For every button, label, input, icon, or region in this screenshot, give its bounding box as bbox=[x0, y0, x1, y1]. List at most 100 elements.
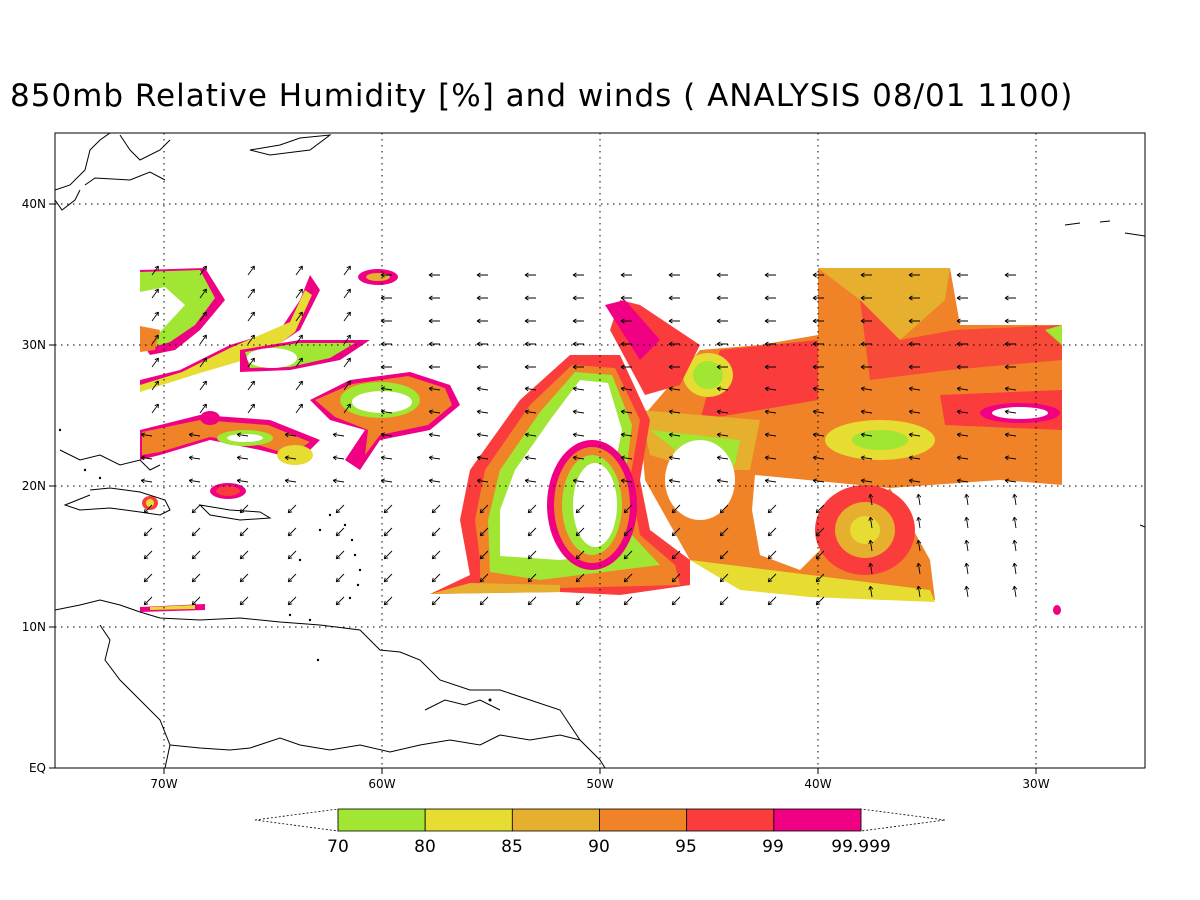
wind-arrow bbox=[380, 455, 393, 461]
colorbar-swatch bbox=[773, 808, 862, 832]
wind-arrow bbox=[476, 455, 489, 461]
wind-arrow bbox=[431, 573, 441, 583]
wind-arrow bbox=[1004, 432, 1017, 438]
wind-arrow bbox=[868, 585, 874, 598]
wind-arrow bbox=[671, 550, 681, 560]
wind-arrow bbox=[860, 364, 872, 370]
wind-arrow bbox=[575, 550, 585, 560]
wind-arrow bbox=[764, 318, 776, 324]
wind-arrow bbox=[343, 380, 351, 391]
x-tick-label: 40W bbox=[804, 777, 831, 791]
wind-arrow bbox=[247, 357, 255, 368]
wind-arrow bbox=[380, 295, 392, 301]
y-tick-label: EQ bbox=[29, 761, 46, 775]
wind-arrow bbox=[764, 272, 776, 278]
humidity-region-west bbox=[140, 268, 1061, 615]
wind-arrow bbox=[812, 432, 825, 438]
wind-arrow bbox=[247, 334, 255, 345]
wind-arrow bbox=[815, 550, 825, 560]
wind-arrow bbox=[247, 380, 255, 391]
wind-arrow bbox=[916, 562, 922, 575]
wind-arrow bbox=[916, 493, 922, 506]
wind-arrow bbox=[956, 364, 968, 370]
humidity-region-central bbox=[430, 355, 735, 595]
wind-arrow bbox=[143, 550, 153, 560]
wind-arrow bbox=[287, 504, 297, 514]
wind-arrow bbox=[199, 334, 207, 345]
wind-arrow bbox=[335, 504, 345, 514]
wind-arrow bbox=[151, 357, 159, 368]
colorbar-label: 99.999 bbox=[831, 837, 890, 857]
wind-arrow bbox=[428, 386, 441, 392]
colorbar-swatch bbox=[686, 808, 775, 832]
wind-arrow bbox=[572, 341, 584, 347]
wind-arrow bbox=[188, 455, 201, 461]
wind-arrow bbox=[868, 516, 874, 529]
wind-arrow bbox=[143, 596, 153, 606]
wind-arrow bbox=[719, 504, 729, 514]
wind-arrow bbox=[343, 265, 351, 276]
wind-arrow bbox=[575, 527, 585, 537]
wind-arrow bbox=[476, 364, 488, 370]
wind-arrow bbox=[767, 504, 777, 514]
wind-arrow bbox=[524, 272, 536, 278]
wind-arrow bbox=[964, 585, 970, 598]
wind-arrow bbox=[140, 478, 153, 484]
wind-arrow bbox=[764, 295, 776, 301]
wind-arrow bbox=[1004, 341, 1016, 347]
wind-arrow bbox=[956, 455, 969, 461]
wind-arrow bbox=[476, 386, 489, 392]
wind-arrow bbox=[716, 432, 729, 438]
colorbar-label: 85 bbox=[501, 837, 523, 857]
wind-arrow bbox=[956, 478, 969, 484]
colorbar-label: 80 bbox=[414, 837, 436, 857]
wind-arrow bbox=[668, 364, 680, 370]
wind-arrow bbox=[236, 478, 249, 484]
wind-arrow bbox=[575, 504, 585, 514]
wind-arrow bbox=[572, 272, 584, 278]
wind-arrow bbox=[908, 478, 921, 484]
wind-arrow bbox=[620, 455, 633, 461]
wind-arrow bbox=[343, 334, 351, 345]
wind-arrow bbox=[575, 596, 585, 606]
colorbar-swatch bbox=[424, 808, 513, 832]
wind-arrow bbox=[767, 527, 777, 537]
wind-arrow bbox=[151, 288, 159, 299]
wind-arrow bbox=[668, 409, 681, 415]
wind-arrow bbox=[239, 527, 249, 537]
wind-arrow bbox=[716, 386, 729, 392]
wind-arrow bbox=[143, 504, 153, 514]
colorbar-swatch bbox=[599, 808, 688, 832]
wind-arrow bbox=[719, 550, 729, 560]
wind-arrow bbox=[191, 550, 201, 560]
y-tick-label: 30N bbox=[22, 338, 46, 352]
wind-arrow bbox=[908, 364, 920, 370]
wind-arrow bbox=[956, 386, 969, 392]
wind-arrow bbox=[1012, 539, 1018, 552]
wind-arrow bbox=[287, 573, 297, 583]
wind-arrow bbox=[140, 455, 153, 461]
wind-arrow bbox=[428, 341, 440, 347]
wind-arrow bbox=[812, 478, 825, 484]
wind-arrow bbox=[764, 386, 777, 392]
wind-arrow bbox=[199, 265, 207, 276]
wind-arrow bbox=[1004, 318, 1016, 324]
wind-arrow bbox=[908, 386, 921, 392]
wind-arrow bbox=[572, 478, 585, 484]
wind-arrow bbox=[860, 295, 872, 301]
wind-arrow bbox=[428, 364, 440, 370]
wind-arrow bbox=[380, 364, 392, 370]
wind-arrow bbox=[908, 272, 920, 278]
wind-arrow bbox=[188, 432, 201, 438]
map-title: 850mb Relative Humidity [%] and winds ( … bbox=[10, 78, 1074, 114]
wind-arrow bbox=[295, 357, 303, 368]
wind-arrow bbox=[199, 380, 207, 391]
wind-arrow bbox=[428, 318, 440, 324]
wind-arrow bbox=[964, 562, 970, 575]
wind-arrow bbox=[1004, 272, 1016, 278]
wind-arrow bbox=[247, 265, 255, 276]
wind-arrow bbox=[860, 455, 873, 461]
wind-arrow bbox=[524, 318, 536, 324]
wind-arrow bbox=[908, 341, 920, 347]
wind-arrow bbox=[524, 386, 537, 392]
